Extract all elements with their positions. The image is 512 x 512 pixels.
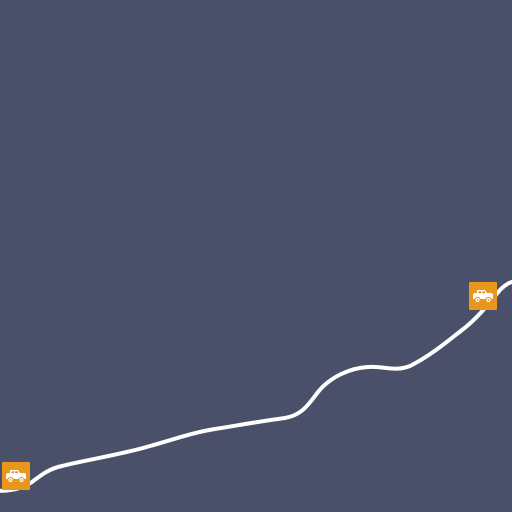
trail-marker-end[interactable] <box>469 282 497 310</box>
jeep-icon <box>6 470 26 484</box>
trail-route-line[interactable] <box>0 279 512 493</box>
trail-marker-start[interactable] <box>2 462 30 490</box>
jeep-icon <box>473 290 493 304</box>
